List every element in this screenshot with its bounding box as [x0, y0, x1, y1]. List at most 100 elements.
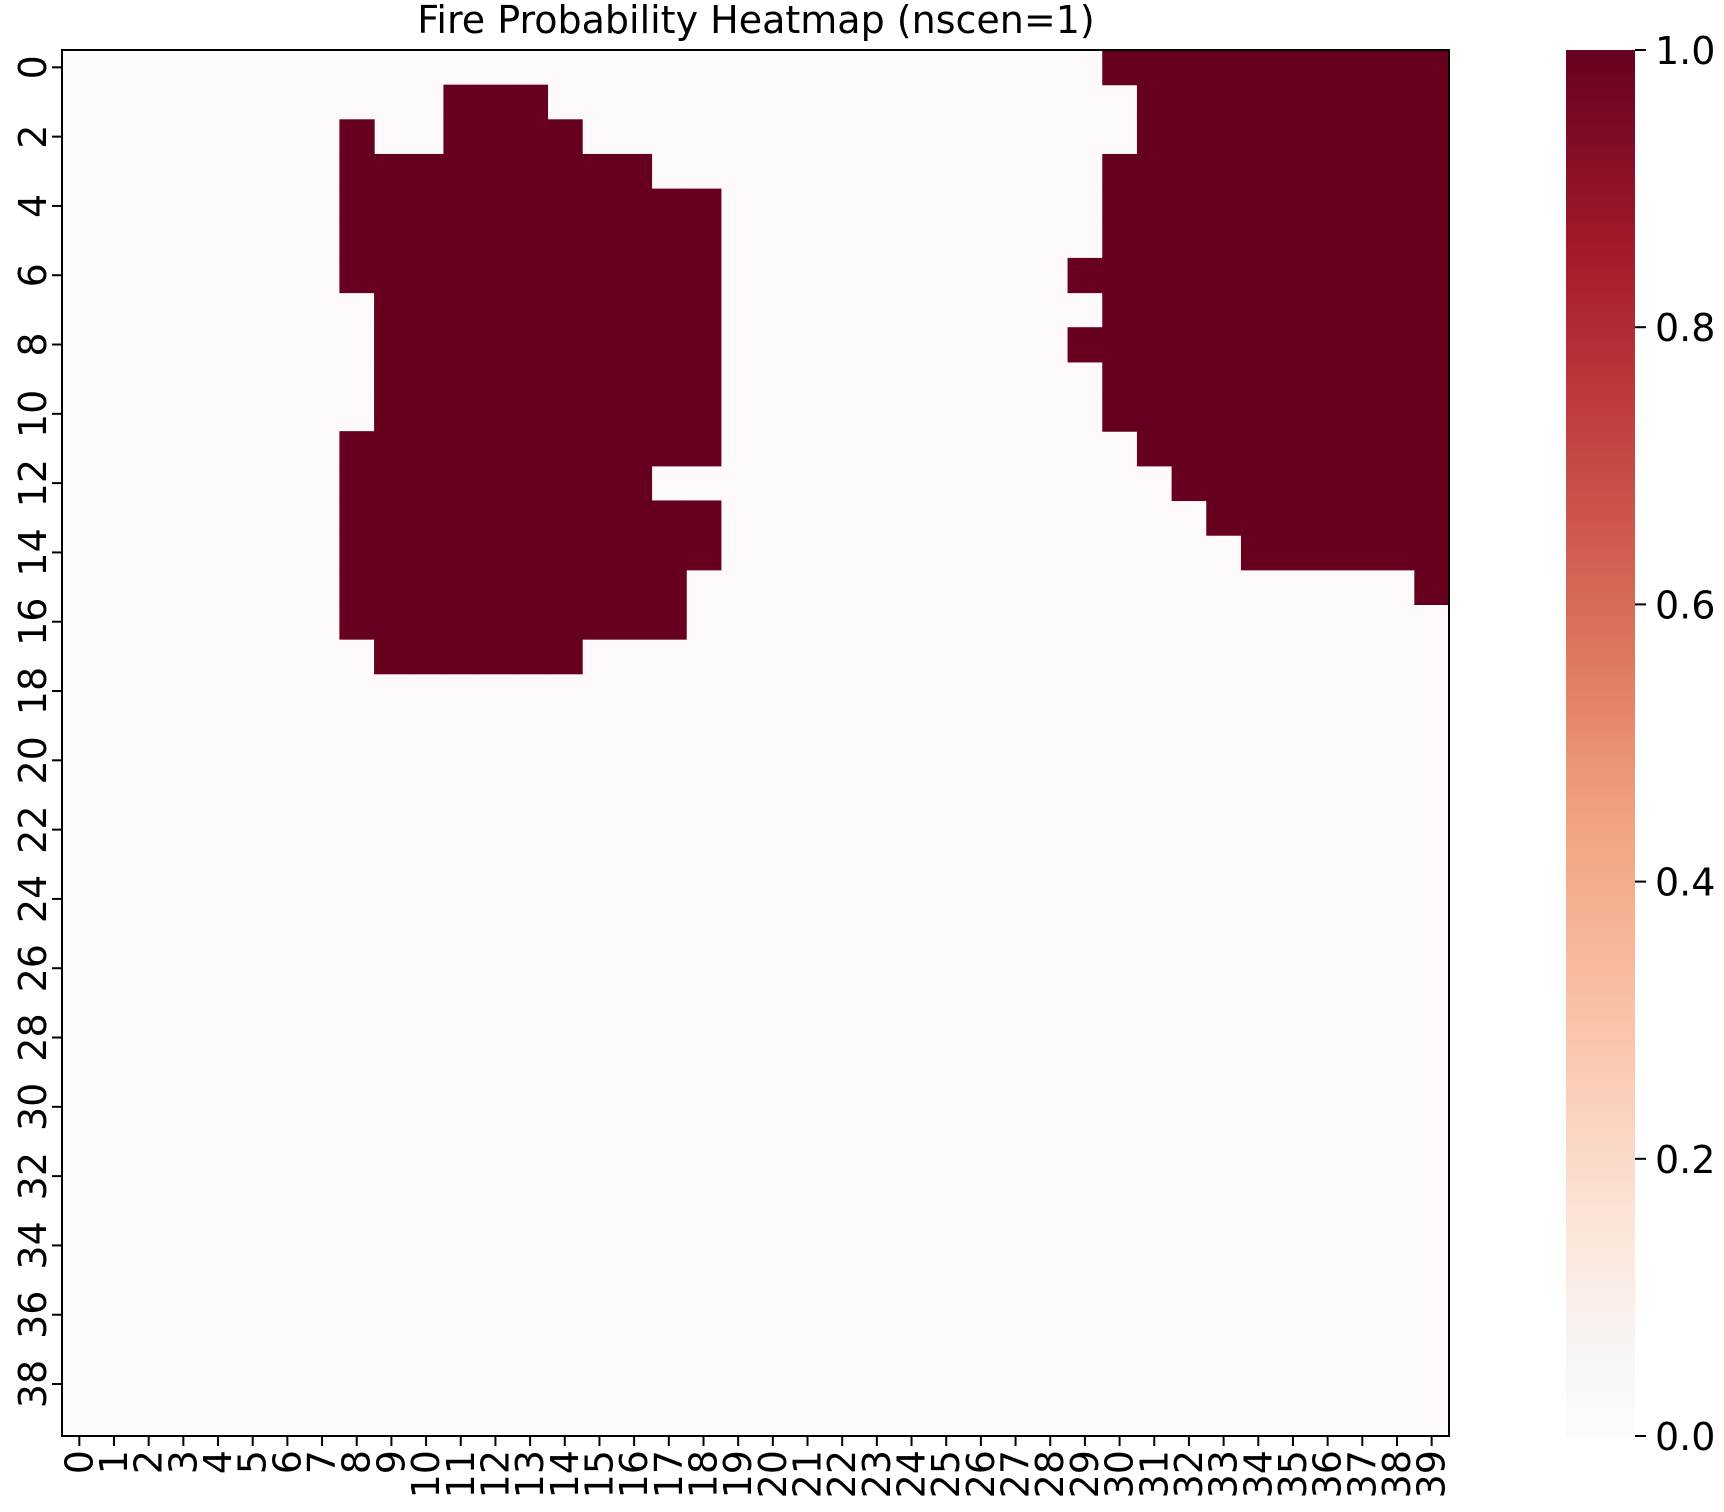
- heatmap-cell: [1344, 153, 1381, 190]
- heatmap-cell: [616, 535, 653, 571]
- heatmap-cell: [1379, 431, 1415, 467]
- heatmap-cell: [339, 257, 375, 294]
- heatmap-cell: [1206, 257, 1242, 294]
- x-tick-label: 6: [265, 1450, 309, 1474]
- x-tick-label: 28: [1028, 1450, 1072, 1498]
- y-tick-label: 34: [11, 1221, 55, 1269]
- heatmap-cell: [1171, 50, 1207, 86]
- heatmap-cell: [616, 569, 653, 605]
- heatmap-cell: [443, 84, 479, 120]
- heatmap-cell: [1171, 153, 1207, 190]
- heatmap-cell: [408, 188, 445, 224]
- x-tick-label: 35: [1271, 1450, 1315, 1498]
- colorbar-gradient: [1566, 50, 1635, 1436]
- heatmap-cell: [1379, 535, 1415, 571]
- y-tick-label: 30: [11, 1083, 55, 1131]
- x-tick-label: 37: [1340, 1450, 1384, 1498]
- heatmap-cell: [478, 569, 514, 605]
- heatmap-cell: [582, 569, 618, 605]
- y-tick-label: 28: [11, 1013, 55, 1061]
- heatmap-cell: [1136, 153, 1173, 190]
- heatmap-cell: [1240, 465, 1277, 502]
- x-tick-label: 7: [300, 1450, 344, 1474]
- heatmap-cell: [651, 396, 687, 432]
- heatmap-cell: [582, 431, 618, 467]
- plot-frame: [61, 49, 1450, 1437]
- heatmap-cell: [1102, 257, 1138, 294]
- heatmap-cell: [478, 153, 514, 190]
- heatmap-cell: [1136, 431, 1173, 467]
- heatmap-cell: [1310, 396, 1346, 432]
- heatmap-cell: [1310, 119, 1346, 155]
- heatmap-cell: [1379, 50, 1415, 86]
- heatmap-cell: [512, 84, 549, 120]
- heatmap-cell: [443, 639, 479, 675]
- heatmap-cell: [1414, 153, 1450, 190]
- heatmap-cell: [443, 500, 479, 536]
- heatmap-cell: [547, 465, 583, 502]
- heatmap-cell: [616, 188, 653, 224]
- heatmap-cell: [443, 327, 479, 363]
- heatmap-cell: [1344, 535, 1381, 571]
- heatmap-cell: [1344, 119, 1381, 155]
- heatmap-cell: [1171, 292, 1207, 328]
- heatmap-cell: [512, 257, 549, 294]
- x-tick-label: 0: [57, 1450, 101, 1474]
- heatmap-cell: [1240, 50, 1277, 86]
- heatmap-cell: [1275, 396, 1311, 432]
- y-tick-label: 4: [11, 194, 55, 218]
- heatmap-cell: [1414, 292, 1450, 328]
- y-tick-label: 14: [11, 528, 55, 576]
- heatmap-cell: [1310, 361, 1346, 398]
- heatmap-cell: [512, 153, 549, 190]
- heatmap-cell: [616, 361, 653, 398]
- heatmap-cell: [1240, 153, 1277, 190]
- y-tick-label: 2: [11, 125, 55, 149]
- heatmap-cell: [443, 188, 479, 224]
- y-tick-label: 18: [11, 667, 55, 715]
- colorbar-tick-label: 0.2: [1655, 1138, 1715, 1182]
- heatmap-cell: [1171, 223, 1207, 259]
- x-tick-label: 2: [127, 1450, 171, 1474]
- x-tick-label: 9: [369, 1450, 413, 1474]
- heatmap-cell: [651, 535, 687, 571]
- y-tick-label: 20: [11, 736, 55, 784]
- heatmap-cell: [1414, 188, 1450, 224]
- heatmap-cell: [1136, 292, 1173, 328]
- heatmap-cell: [1379, 396, 1415, 432]
- heatmap-cell: [547, 223, 583, 259]
- colorbar-tick-label: 0.4: [1655, 861, 1715, 905]
- heatmap-cell: [547, 361, 583, 398]
- heatmap-cell: [478, 604, 514, 640]
- heatmap-cell: [582, 396, 618, 432]
- y-tick-label: 6: [11, 263, 55, 287]
- heatmap-cell: [616, 292, 653, 328]
- heatmap-cell: [512, 292, 549, 328]
- x-tick-label: 21: [786, 1450, 830, 1498]
- heatmap-cell: [582, 500, 618, 536]
- heatmap-cell: [547, 604, 583, 640]
- heatmap-cell: [1067, 257, 1103, 294]
- chart-title: Fire Probability Heatmap (nscen=1): [417, 0, 1094, 42]
- heatmap-cell: [1171, 396, 1207, 432]
- heatmap-cell: [1206, 361, 1242, 398]
- heatmap-cell: [1275, 292, 1311, 328]
- heatmap-cell: [374, 257, 410, 294]
- plot-area: [61, 49, 1450, 1437]
- heatmap-cell: [1414, 361, 1450, 398]
- x-tick-label: 1: [92, 1450, 136, 1474]
- x-tick-label: 10: [404, 1450, 448, 1498]
- heatmap-cell: [374, 535, 410, 571]
- heatmap-cell: [374, 153, 410, 190]
- heatmap-cell: [686, 292, 722, 328]
- heatmap-cell: [651, 431, 687, 467]
- heatmap-cell: [478, 639, 514, 675]
- heatmap-cell: [1379, 153, 1415, 190]
- heatmap-cell: [512, 223, 549, 259]
- y-tick-label: 22: [11, 805, 55, 853]
- heatmap-cell: [1171, 431, 1207, 467]
- heatmap-cell: [1171, 465, 1207, 502]
- x-tick-label: 22: [820, 1450, 864, 1498]
- heatmap-cell: [547, 257, 583, 294]
